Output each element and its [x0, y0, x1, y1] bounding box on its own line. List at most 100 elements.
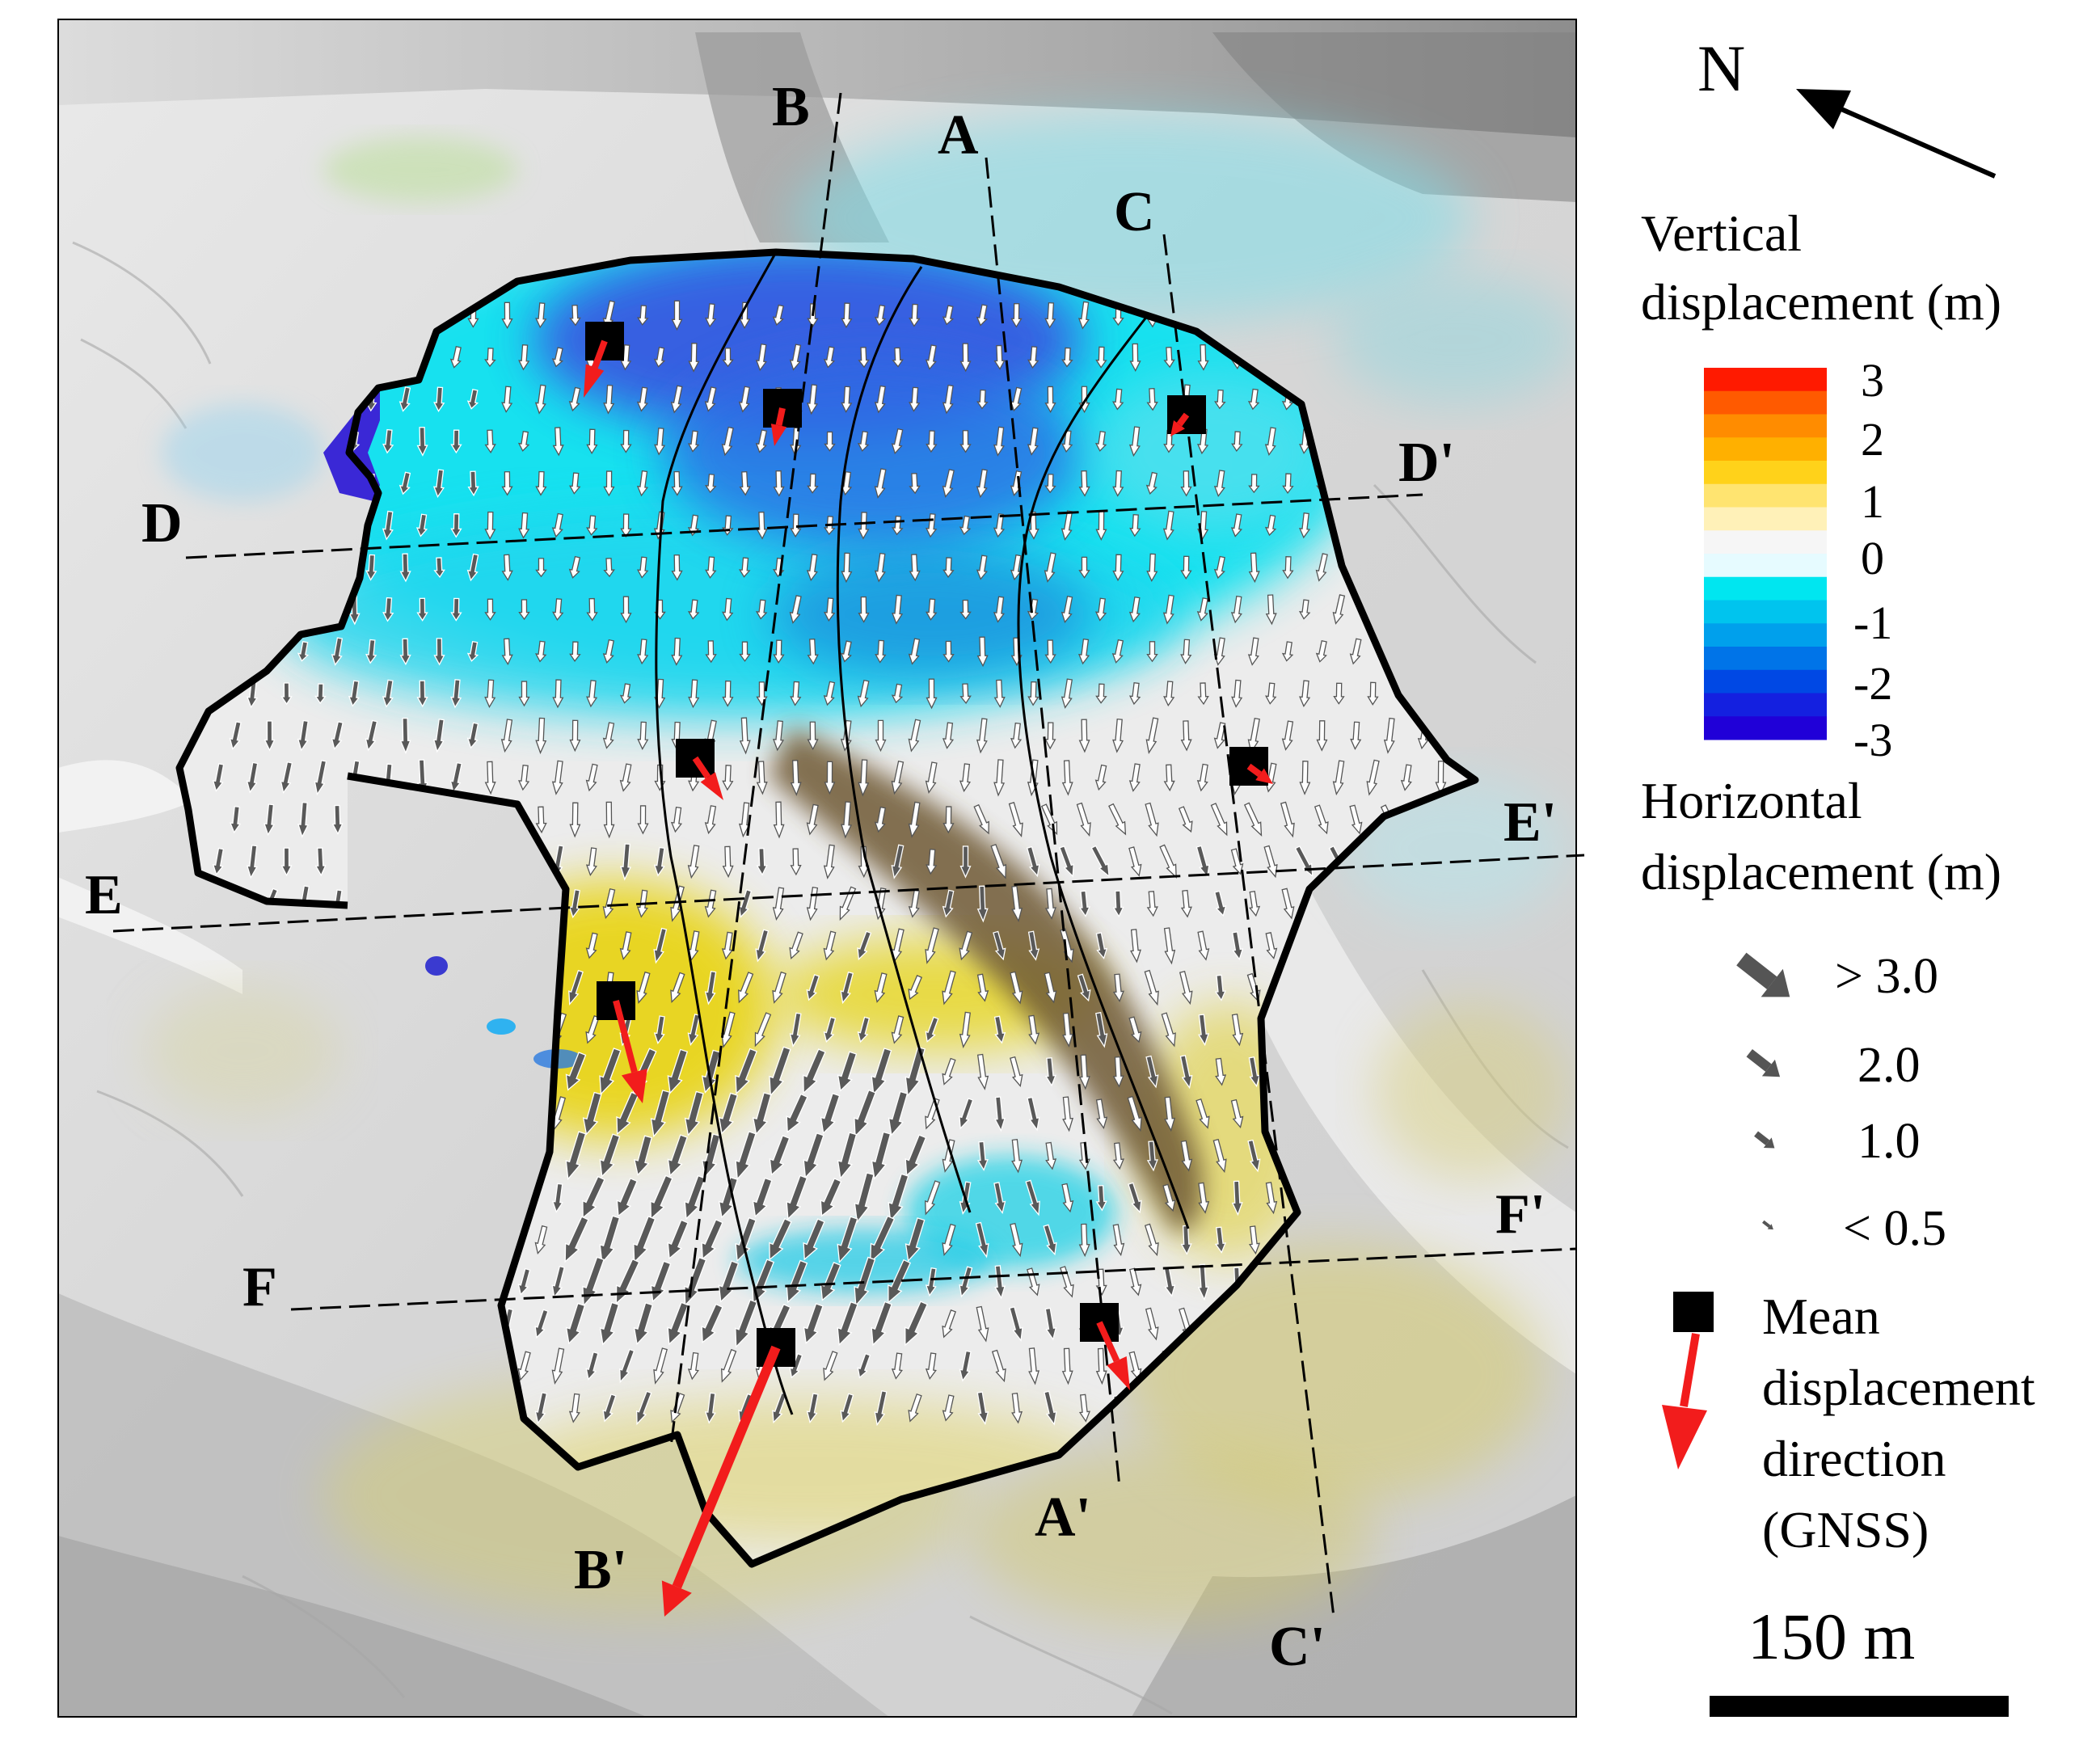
- displacement-arrow: [603, 558, 615, 578]
- displacement-arrow: [841, 801, 852, 839]
- displacement-arrow: [1179, 1054, 1193, 1090]
- displacement-arrow: [823, 681, 836, 706]
- displacement-arrow: [739, 301, 751, 330]
- displacement-arrow: [637, 639, 649, 665]
- displacement-arrow: [1248, 1225, 1261, 1255]
- displacement-arrow: [704, 1392, 716, 1424]
- displacement-arrow: [926, 430, 938, 453]
- displacement-arrow: [1198, 1014, 1210, 1047]
- displacement-arrow: [994, 1096, 1006, 1132]
- displacement-arrow: [823, 346, 836, 369]
- displacement-arrow: [1010, 1222, 1023, 1258]
- colorbar-tick-label: -1: [1853, 597, 1892, 649]
- displacement-arrow: [1027, 1096, 1040, 1132]
- displacement-arrow: [518, 681, 530, 707]
- displacement-arrow: [976, 973, 989, 1002]
- displacement-arrow: [1128, 763, 1141, 792]
- gnss-station: [661, 1328, 795, 1617]
- displacement-arrow: [959, 1266, 973, 1298]
- displacement-arrow: [823, 1351, 838, 1381]
- displacement-arrow: [993, 1182, 1006, 1215]
- displacement-arrow: [1009, 1306, 1023, 1343]
- displacement-arrow: [687, 1014, 701, 1046]
- displacement-arrow: [841, 386, 853, 413]
- displacement-arrow: [926, 512, 938, 538]
- displacement-arrow: [517, 1267, 531, 1296]
- displacement-arrow: [1215, 1057, 1227, 1086]
- displacement-arrow: [721, 426, 734, 457]
- displacement-arrow: [1010, 303, 1023, 328]
- displacement-arrow: [517, 1351, 531, 1381]
- colorbar-tick-label: 1: [1861, 475, 1884, 528]
- displacement-arrow: [772, 304, 784, 326]
- displacement-arrow: [687, 599, 700, 620]
- displacement-arrow: [824, 761, 836, 795]
- displacement-arrow: [450, 429, 462, 454]
- displacement-arrow: [1078, 890, 1090, 917]
- displacement-arrow: [688, 343, 700, 373]
- displacement-arrow: [1045, 1141, 1057, 1170]
- legend: N Vertical displacement (m) 3 2 10 -1 -2-3 H…: [1641, 32, 2035, 1717]
- displacement-arrow: [602, 639, 614, 664]
- displacement-arrow: [756, 511, 768, 540]
- displacement-arrow: [670, 806, 683, 833]
- displacement-arrow: [874, 1389, 888, 1427]
- displacement-arrow: [755, 344, 767, 372]
- displacement-arrow: [807, 721, 819, 751]
- displacement-arrow: [1230, 513, 1242, 538]
- displacement-arrow: [1077, 638, 1090, 665]
- displacement-arrow: [976, 1305, 989, 1343]
- displacement-arrow: [619, 1348, 635, 1384]
- colorbar-tick-label: 2: [1861, 413, 1884, 466]
- displacement-arrow: [1112, 718, 1124, 753]
- displacement-arrow: [871, 1048, 892, 1096]
- displacement-arrow: [942, 305, 955, 326]
- displacement-arrow: [603, 801, 615, 839]
- displacement-arrow: [670, 385, 683, 414]
- displacement-arrow: [229, 721, 242, 750]
- displacement-arrow: [824, 597, 836, 622]
- displacement-arrow: [925, 1267, 937, 1297]
- displacement-arrow: [891, 428, 904, 455]
- displacement-arrow: [1315, 639, 1327, 663]
- displacement-arrow: [755, 929, 770, 963]
- displacement-arrow: [1265, 1182, 1278, 1215]
- displacement-arrow: [1128, 1016, 1142, 1044]
- displacement-arrow: [535, 806, 547, 834]
- displacement-arrow: [976, 636, 989, 668]
- displacement-arrow: [857, 679, 870, 708]
- displacement-arrow: [1028, 1347, 1039, 1385]
- colorbar-band: [1704, 414, 1827, 438]
- displacement-arrow: [1077, 973, 1091, 1002]
- displacement-arrow: [466, 640, 479, 662]
- displacement-arrow: [942, 557, 955, 579]
- north-arrow-icon: [1796, 89, 1997, 179]
- displacement-arrow: [433, 386, 445, 412]
- displacement-arrow: [1281, 720, 1294, 751]
- displacement-arrow: [1145, 1055, 1159, 1089]
- displacement-arrow: [976, 885, 989, 923]
- displacement-arrow: [1145, 471, 1158, 495]
- displacement-arrow: [772, 971, 786, 1004]
- displacement-arrow: [1044, 972, 1057, 1004]
- displacement-arrow: [1094, 431, 1107, 452]
- displacement-arrow: [704, 889, 717, 918]
- class-arrow-2-icon: [1746, 1048, 1781, 1077]
- displacement-arrow: [534, 1225, 548, 1254]
- displacement-arrow: [1180, 720, 1192, 752]
- displacement-arrow: [721, 1348, 737, 1383]
- displacement-arrow: [297, 801, 309, 838]
- displacement-arrow: [1180, 1140, 1193, 1172]
- sub-unit-boundaries: [655, 251, 1190, 1415]
- profile-line-d: [185, 493, 1423, 559]
- displacement-arrow: [976, 1053, 989, 1090]
- displacement-arrow: [1264, 514, 1277, 537]
- displacement-arrow: [892, 594, 904, 625]
- displacement-arrow: [1298, 599, 1311, 620]
- class-arrow-gt3-icon: [1736, 952, 1790, 997]
- displacement-arrow: [650, 1174, 673, 1221]
- displacement-arrow: [1078, 556, 1090, 579]
- displacement-arrow: [1281, 888, 1295, 920]
- displacement-arrow: [1230, 1098, 1244, 1129]
- displacement-arrow: [1044, 552, 1056, 583]
